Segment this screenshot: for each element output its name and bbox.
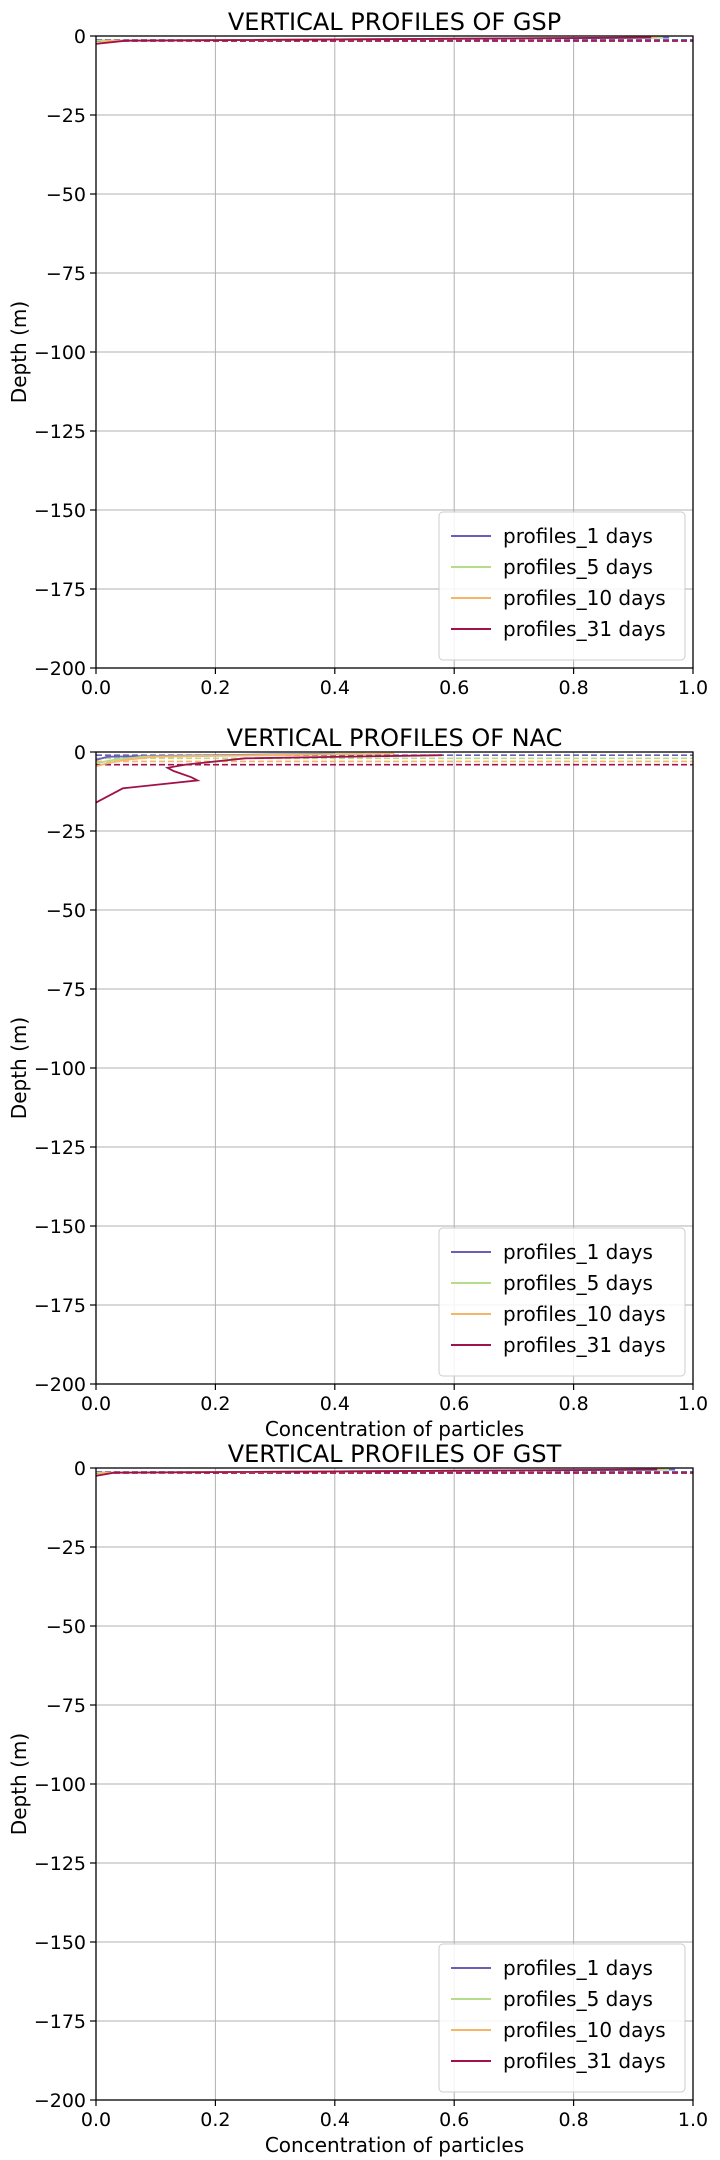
legend-box xyxy=(438,1227,686,1377)
y-tick-label: −200 xyxy=(34,2090,86,2112)
x-tick-label: 0.4 xyxy=(320,677,350,699)
legend-entry-label: profiles_31 days xyxy=(503,617,666,641)
y-tick-label: −75 xyxy=(46,263,86,285)
y-tick-label: −125 xyxy=(34,1853,86,1875)
x-tick-label: 0.8 xyxy=(558,1393,588,1415)
legend: profiles_1 days profiles_5 days profiles_1… xyxy=(438,511,686,661)
y-tick-label: −100 xyxy=(34,1058,86,1080)
x-tick-label: 0.4 xyxy=(320,1393,350,1415)
x-tick-label: 0.8 xyxy=(558,677,588,699)
legend-entry-label: profiles_31 days xyxy=(503,1333,666,1357)
series-line-4 xyxy=(95,1468,658,1477)
x-tick-label: 0.0 xyxy=(81,677,111,699)
chart-panel-3: 0.0 0.2 0.4 0.6 0.8 1.0 0 −25 −50 −75 −100 −125 −150… xyxy=(7,1440,708,2157)
y-tick-label: 0 xyxy=(74,742,86,764)
legend: profiles_1 days profiles_5 days profiles_1… xyxy=(438,1943,686,2093)
series-line-4 xyxy=(95,754,443,804)
y-tick-label: −75 xyxy=(46,1695,86,1717)
x-tick-label: 0.6 xyxy=(439,677,469,699)
y-axis-label: Depth (m) xyxy=(7,1017,31,1119)
y-tick-label: −175 xyxy=(34,579,86,601)
x-tick-label: 0.2 xyxy=(200,677,230,699)
y-tick-label: −125 xyxy=(34,421,86,443)
x-tick-label: 0.2 xyxy=(200,2109,230,2131)
legend-entry-label: profiles_10 days xyxy=(503,586,666,610)
y-axis-label: Depth (m) xyxy=(7,301,31,403)
legend: profiles_1 days profiles_5 days profiles_1… xyxy=(438,1227,686,1377)
x-tick-label: 0.4 xyxy=(320,2109,350,2131)
series-line-3 xyxy=(95,752,395,768)
x-tick-label: 0.0 xyxy=(81,2109,111,2131)
x-tick-label: 1.0 xyxy=(678,677,708,699)
legend-box xyxy=(438,511,686,661)
y-tick-label: −175 xyxy=(34,1295,86,1317)
legend-entry-label: profiles_5 days xyxy=(503,1271,653,1295)
y-tick-label: −100 xyxy=(34,342,86,364)
y-tick-label: −200 xyxy=(34,1374,86,1396)
y-tick-label: −50 xyxy=(46,184,86,206)
y-tick-label: −50 xyxy=(46,900,86,922)
legend-entry-label: profiles_31 days xyxy=(503,2049,666,2073)
x-tick-label: 1.0 xyxy=(678,2109,708,2131)
legend-entry-label: profiles_1 days xyxy=(503,1956,653,1980)
series-line-4 xyxy=(95,36,652,45)
x-tick-label: 0.0 xyxy=(81,1393,111,1415)
chart-panel-1: 0.0 0.2 0.4 0.6 0.8 1.0 0 −25 −50 −75 −100 −125 −150… xyxy=(7,8,708,699)
x-axis-label: Concentration of particles xyxy=(265,2133,524,2157)
legend-box xyxy=(438,1943,686,2093)
x-tick-label: 0.2 xyxy=(200,1393,230,1415)
legend-entry-label: profiles_10 days xyxy=(503,2018,666,2042)
x-tick-label: 0.6 xyxy=(439,1393,469,1415)
chart-panel-2: 0.0 0.2 0.4 0.6 0.8 1.0 0 −25 −50 −75 −100 −125 −150… xyxy=(7,724,708,1441)
x-tick-label: 1.0 xyxy=(678,1393,708,1415)
y-tick-label: −75 xyxy=(46,979,86,1001)
chart-title: VERTICAL PROFILES OF NAC xyxy=(227,724,563,752)
y-tick-label: −175 xyxy=(34,2011,86,2033)
legend-entry-label: profiles_5 days xyxy=(503,555,653,579)
y-tick-label: −125 xyxy=(34,1137,86,1159)
x-tick-label: 0.6 xyxy=(439,2109,469,2131)
legend-entry-label: profiles_1 days xyxy=(503,1240,653,1264)
legend-entry-label: profiles_1 days xyxy=(503,524,653,548)
legend-entry-label: profiles_10 days xyxy=(503,1302,666,1326)
y-tick-label: −150 xyxy=(34,1932,86,1954)
y-tick-label: −50 xyxy=(46,1616,86,1638)
y-tick-label: 0 xyxy=(74,1458,86,1480)
x-axis-label: Concentration of particles xyxy=(265,1417,524,1441)
y-tick-label: −150 xyxy=(34,500,86,522)
y-tick-label: −100 xyxy=(34,1774,86,1796)
y-tick-label: −25 xyxy=(46,1537,86,1559)
y-tick-label: −150 xyxy=(34,1216,86,1238)
y-tick-label: −25 xyxy=(46,821,86,843)
x-tick-label: 0.8 xyxy=(558,2109,588,2131)
y-tick-label: −25 xyxy=(46,105,86,127)
y-axis-label: Depth (m) xyxy=(7,1733,31,1835)
y-tick-label: 0 xyxy=(74,26,86,48)
y-tick-label: −200 xyxy=(34,658,86,680)
chart-title: VERTICAL PROFILES OF GST xyxy=(228,1440,562,1468)
chart-title: VERTICAL PROFILES OF GSP xyxy=(228,8,561,36)
legend-entry-label: profiles_5 days xyxy=(503,1987,653,2011)
